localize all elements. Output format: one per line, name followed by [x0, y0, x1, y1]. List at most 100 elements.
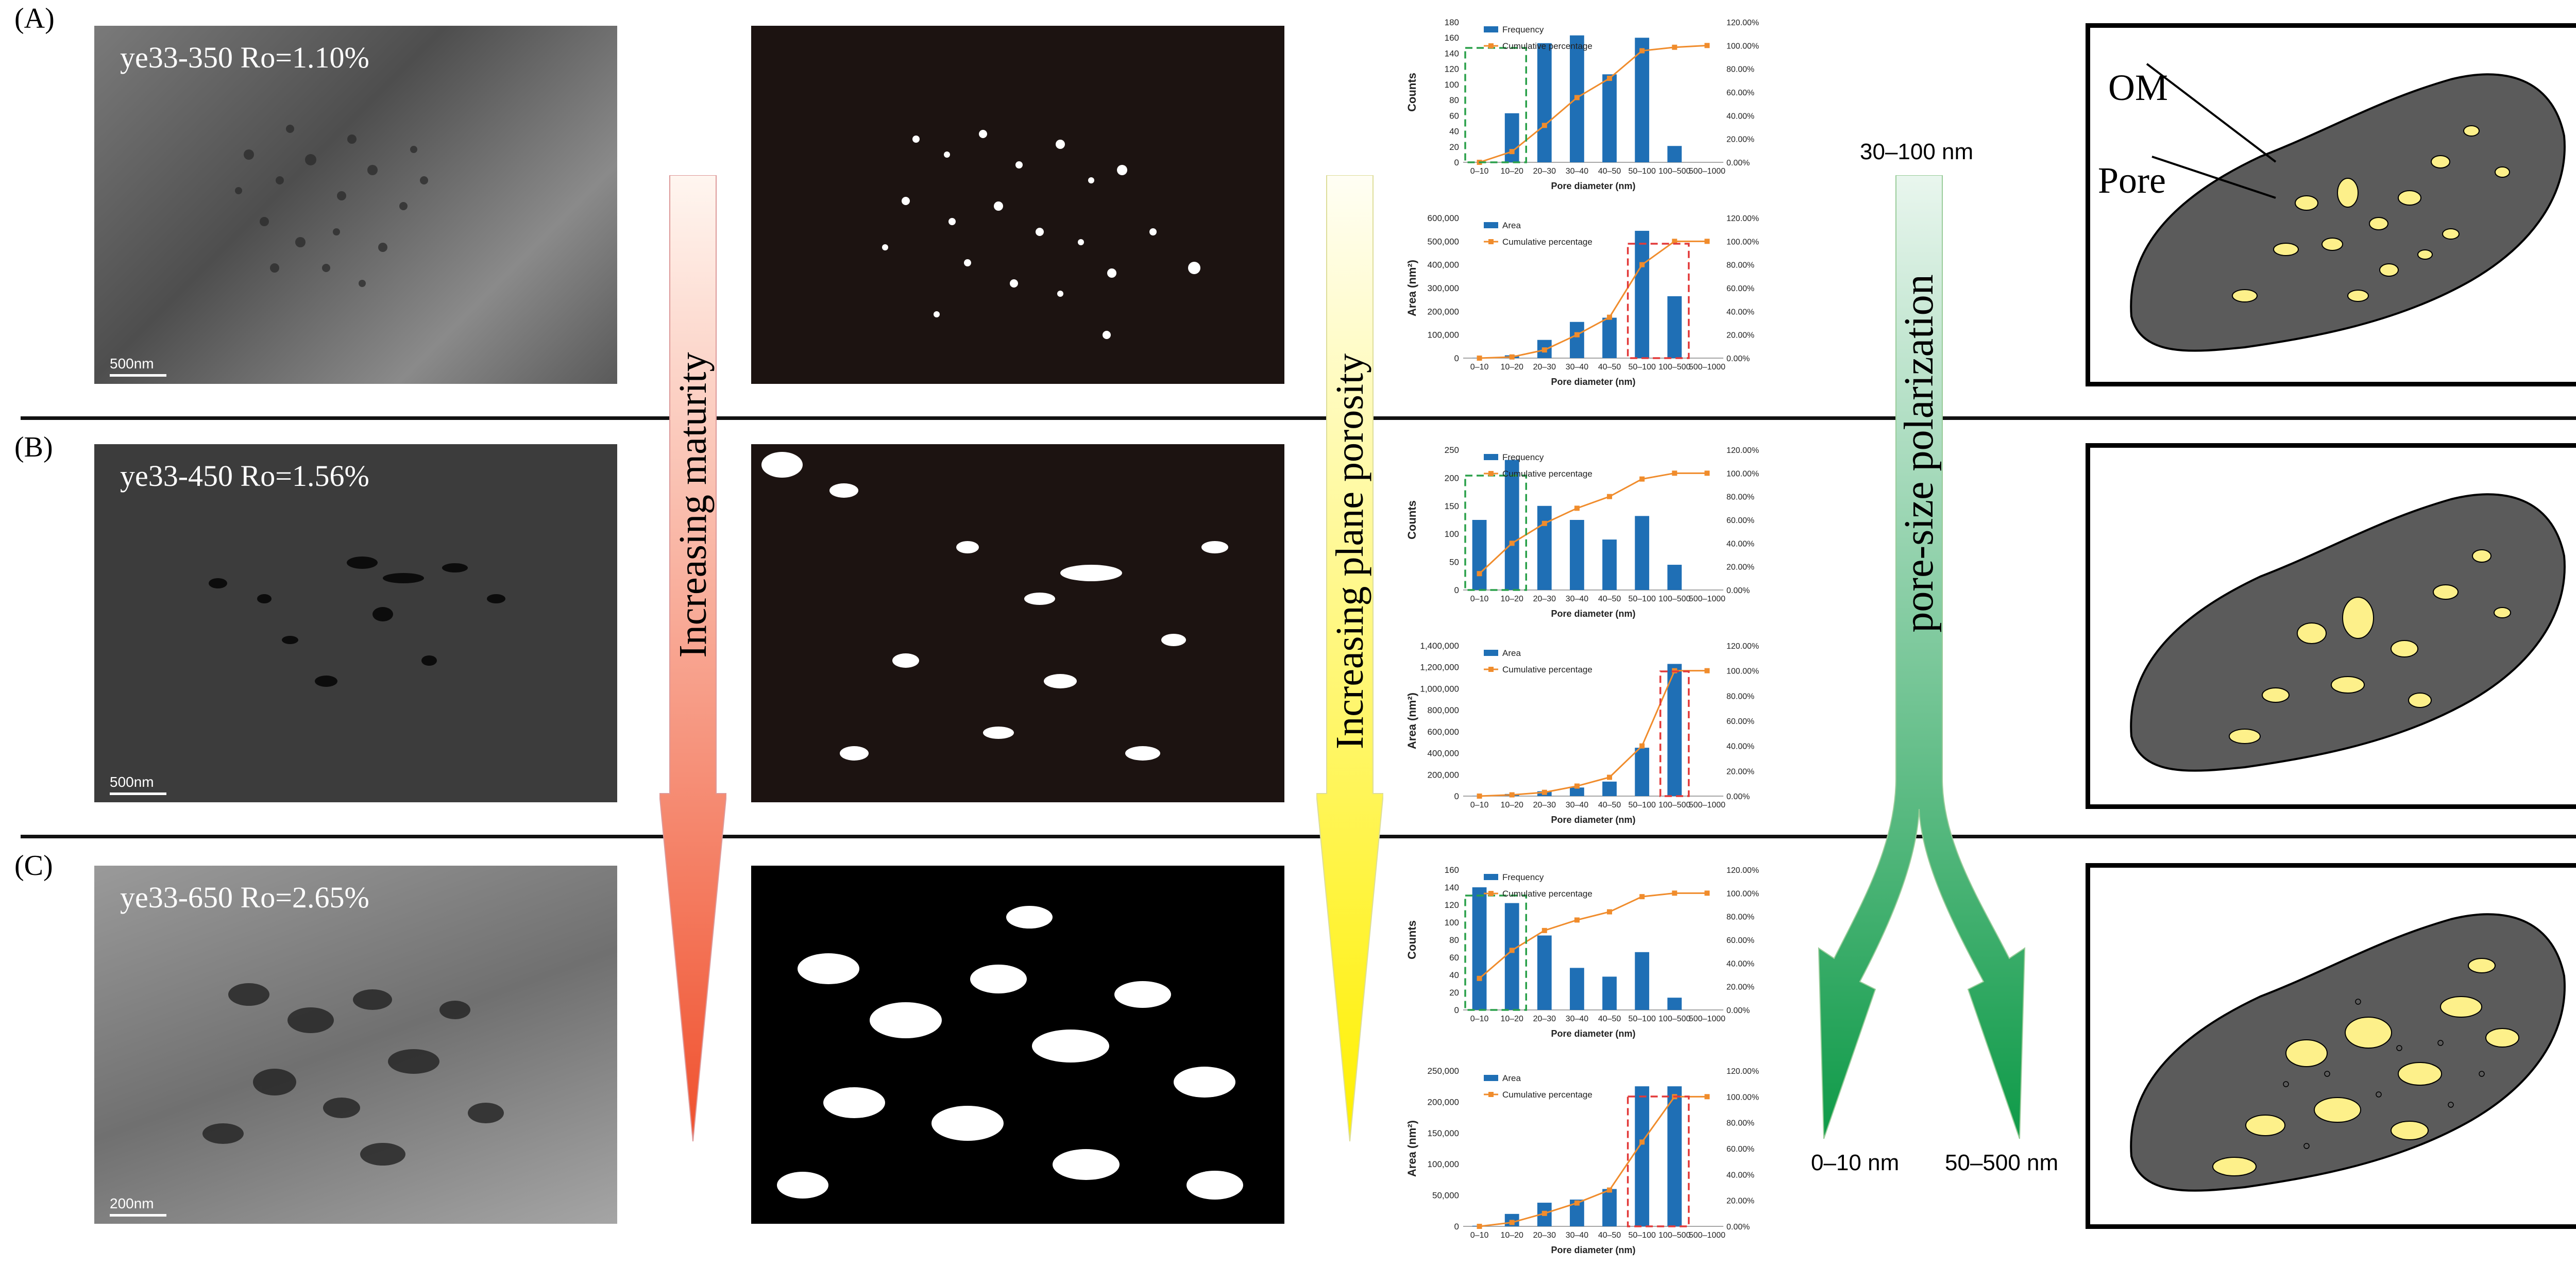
x-axis-label: Pore diameter (nm): [1551, 1028, 1635, 1039]
cumulative-point: [1607, 76, 1612, 81]
y2-tick-label: 20.00%: [1726, 767, 1754, 776]
cumulative-point: [1672, 470, 1677, 476]
bar: [1602, 318, 1617, 358]
cumulative-point: [1607, 315, 1612, 320]
y2-tick-label: 60.00%: [1726, 717, 1754, 726]
maturity-label: Increasing maturity: [672, 144, 714, 866]
cumulative-point: [1477, 571, 1482, 576]
legend-bar-label: Frequency: [1502, 452, 1544, 462]
y-tick-label: 0: [1454, 1005, 1459, 1015]
y2-tick-label: 20.00%: [1726, 563, 1754, 572]
y2-tick-label: 100.00%: [1726, 889, 1759, 898]
scale-bar-b: 500nm: [110, 774, 166, 795]
bar: [1635, 748, 1649, 796]
sem-image-a: ye33-350 Ro=1.10% 500nm: [94, 26, 617, 384]
cumulative-point: [1477, 356, 1482, 361]
y-tick-label: 80: [1449, 935, 1459, 945]
y-tick-label: 300,000: [1428, 283, 1459, 293]
x-tick-label: 40–50: [1598, 595, 1621, 603]
legend-bar-label: Area: [1502, 1073, 1521, 1083]
schematic-a: OM Pore: [2086, 23, 2576, 386]
y2-tick-label: 40.00%: [1726, 112, 1754, 121]
legend-line-marker: [1488, 1092, 1494, 1097]
y2-tick-label: 40.00%: [1726, 539, 1754, 548]
cumulative-point: [1542, 521, 1547, 526]
bar: [1667, 565, 1682, 590]
cumulative-point: [1574, 95, 1580, 100]
x-tick-label: 10–20: [1500, 1231, 1523, 1240]
x-tick-label: 50–100: [1628, 801, 1655, 809]
x-axis-label: Pore diameter (nm): [1551, 377, 1635, 387]
y2-tick-label: 120.00%: [1726, 1067, 1759, 1076]
cumulative-point: [1704, 43, 1709, 48]
y-tick-label: 0: [1454, 791, 1459, 801]
y-tick-label: 0: [1454, 158, 1459, 167]
y2-tick-label: 0.00%: [1726, 355, 1750, 363]
binary-image-a: [751, 26, 1284, 384]
y-tick-label: 60: [1449, 111, 1459, 121]
pore-label: Pore: [2098, 159, 2166, 202]
y-tick-label: 200,000: [1428, 1097, 1459, 1107]
y-tick-label: 250: [1445, 445, 1459, 455]
legend-line-marker: [1488, 891, 1494, 896]
legend-bar-swatch: [1484, 650, 1498, 656]
panel-label-a: (A): [14, 2, 55, 35]
legend-line-label: Cumulative percentage: [1502, 237, 1592, 247]
y2-tick-label: 20.00%: [1726, 983, 1754, 992]
y2-tick-label: 60.00%: [1726, 89, 1754, 97]
x-tick-label: 500–1000: [1689, 1015, 1725, 1023]
y2-tick-label: 100.00%: [1726, 238, 1759, 246]
x-tick-label: 500–1000: [1689, 167, 1725, 176]
cumulative-point: [1607, 775, 1612, 780]
binary-pores-b: [751, 444, 1284, 802]
y-tick-label: 500,000: [1428, 237, 1459, 246]
bar: [1667, 998, 1682, 1010]
y-tick-label: 160: [1445, 865, 1459, 875]
y2-tick-label: 0.00%: [1726, 159, 1750, 167]
bar: [1667, 296, 1682, 358]
cumulative-point: [1672, 45, 1677, 50]
cumulative-point: [1510, 792, 1515, 798]
y-tick-label: 100: [1445, 529, 1459, 539]
x-tick-label: 30–40: [1566, 1015, 1589, 1023]
polar-top-label: 30–100 nm: [1860, 139, 1973, 165]
legend-line-marker: [1488, 667, 1494, 672]
legend-line-marker: [1488, 471, 1494, 476]
y-tick-label: 1,000,000: [1420, 684, 1459, 694]
binary-image-c: [751, 866, 1284, 1224]
polar-right-label: 50–500 nm: [1945, 1150, 2058, 1176]
x-tick-label: 30–40: [1566, 167, 1589, 176]
x-tick-label: 20–30: [1533, 167, 1556, 176]
cumulative-point: [1639, 262, 1645, 267]
cumulative-point: [1510, 355, 1515, 360]
y-tick-label: 180: [1445, 18, 1459, 27]
y-tick-label: 150: [1445, 501, 1459, 511]
bar: [1570, 968, 1584, 1010]
y-tick-label: 50,000: [1432, 1191, 1459, 1201]
x-tick-label: 20–30: [1533, 363, 1556, 372]
y-tick-label: 0: [1454, 585, 1459, 595]
legend-bar-swatch: [1484, 1075, 1498, 1081]
y-axis-label: Counts: [1405, 920, 1418, 959]
y2-tick-label: 80.00%: [1726, 692, 1754, 701]
y-axis-label: Counts: [1405, 73, 1418, 112]
y2-tick-label: 100.00%: [1726, 469, 1759, 478]
sem-image-c: ye33-650 Ro=2.65% 200nm: [94, 866, 617, 1224]
x-tick-label: 30–40: [1566, 595, 1589, 603]
x-tick-label: 20–30: [1533, 595, 1556, 603]
scale-bar-a: 500nm: [110, 356, 166, 377]
bar: [1537, 936, 1552, 1010]
bar: [1537, 506, 1552, 590]
cumulative-point: [1639, 744, 1645, 749]
binary-image-b: [751, 444, 1284, 802]
y-tick-label: 600,000: [1428, 213, 1459, 223]
x-tick-label: 30–40: [1566, 363, 1589, 372]
y-tick-label: 140: [1445, 48, 1459, 58]
panel-label-b: (B): [14, 431, 53, 464]
y2-tick-label: 120.00%: [1726, 19, 1759, 27]
row-separator-2: [21, 835, 2576, 838]
y-tick-label: 1,200,000: [1420, 663, 1459, 672]
cumulative-point: [1477, 794, 1482, 799]
cumulative-point: [1704, 890, 1709, 896]
